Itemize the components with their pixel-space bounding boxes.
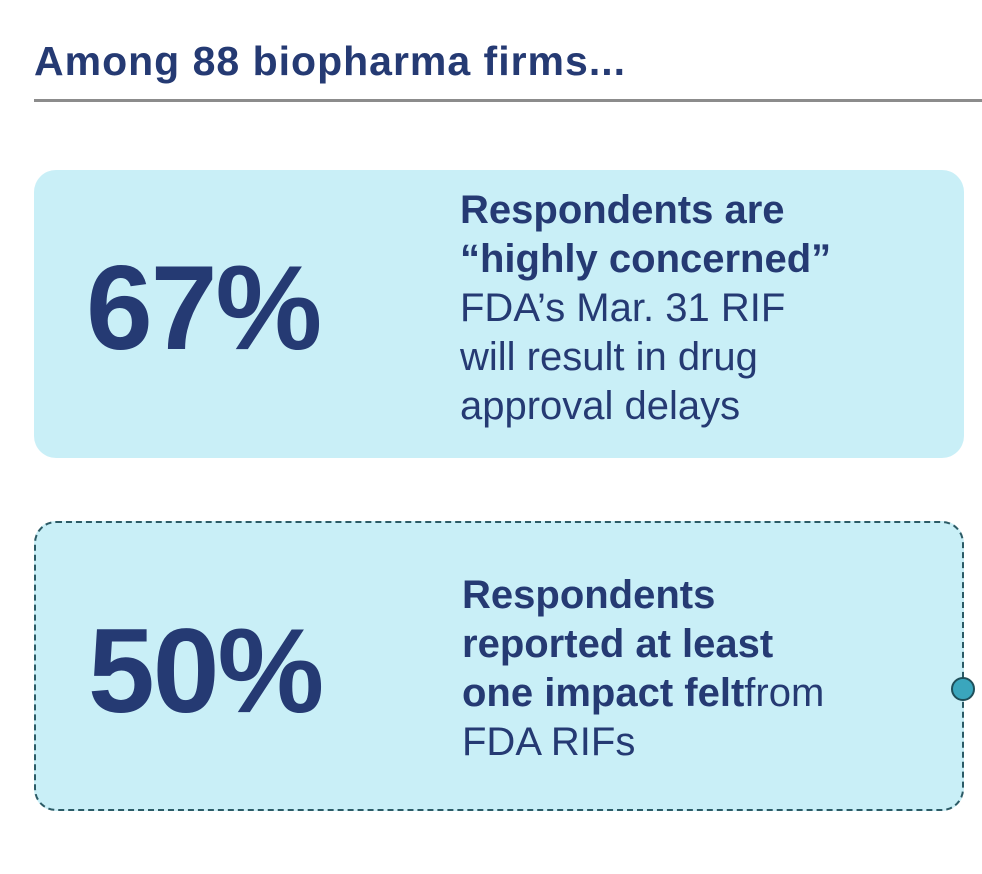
description-text: will result in drug [460,335,758,379]
description-line: “highly concerned” [460,235,940,284]
stat-description: Respondents reported at least one impact… [462,571,942,767]
stat-value: 67% [86,241,322,375]
description-text: FDA’s Mar. 31 RIF [460,286,786,330]
stat-card-concern: 67% Respondents are “highly concerned” F… [34,170,964,458]
description-bold-text: Respondents are [460,188,785,232]
description-bold-text: one impact felt [462,671,745,715]
stat-value: 50% [88,604,324,738]
description-line: reported at least [462,620,942,669]
description-line: Respondents are [460,186,940,235]
description-bold-text: reported at least [462,622,774,666]
title-divider [34,99,982,102]
stat-card-impact[interactable]: 50% Respondents reported at least one im… [34,521,964,811]
description-line: approval delays [460,382,940,431]
resize-handle-icon[interactable] [951,677,975,701]
description-line: FDA’s Mar. 31 RIF [460,284,940,333]
description-line: will result in drug [460,333,940,382]
description-text: FDA RIFs [462,720,636,764]
description-bold-text: Respondents [462,573,716,617]
description-bold-text: “highly concerned” [460,237,832,281]
description-line: one impact feltfrom [462,669,942,718]
description-line: FDA RIFs [462,718,942,767]
page-title: Among 88 biopharma firms... [34,38,626,84]
description-text: from [744,671,825,715]
stat-description: Respondents are “highly concerned” FDA’s… [460,186,940,431]
description-text: approval delays [460,384,741,428]
description-line: Respondents [462,571,942,620]
